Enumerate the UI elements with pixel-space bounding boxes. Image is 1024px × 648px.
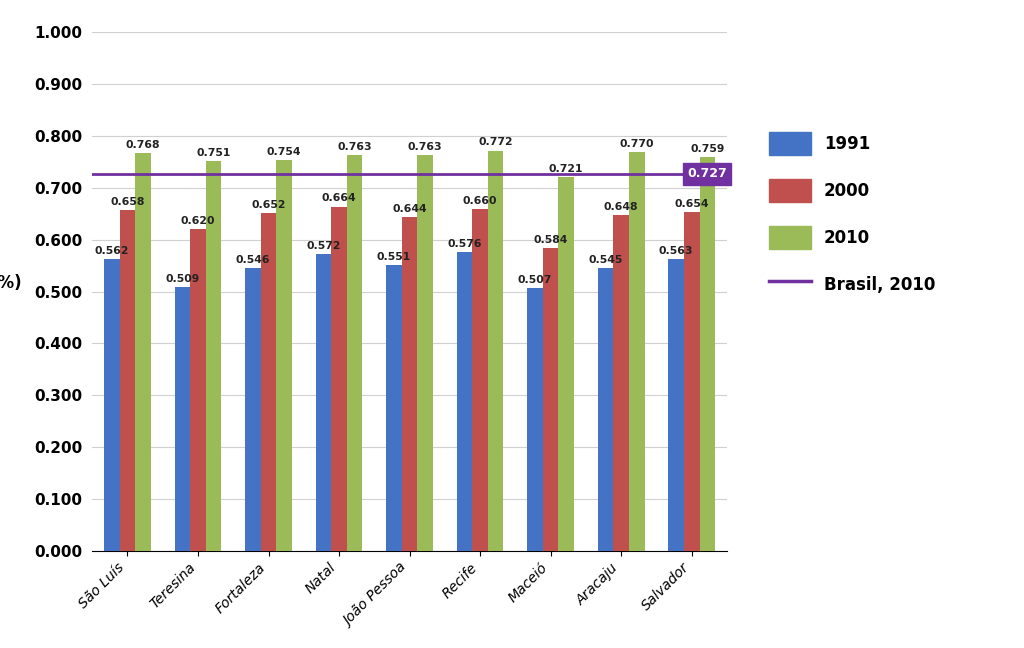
Text: 0.660: 0.660	[463, 196, 498, 205]
Bar	[558, 177, 574, 551]
Bar	[457, 252, 472, 551]
Bar	[190, 229, 206, 551]
Bar	[543, 248, 558, 551]
Text: 0.763: 0.763	[408, 142, 442, 152]
Bar	[315, 254, 332, 551]
Bar	[175, 287, 190, 551]
Bar	[472, 209, 487, 551]
Text: 0.654: 0.654	[675, 199, 709, 209]
Bar	[386, 265, 401, 551]
Bar	[684, 212, 699, 551]
Bar	[629, 152, 644, 551]
Text: 0.509: 0.509	[165, 274, 200, 284]
Text: 0.751: 0.751	[197, 148, 230, 158]
Bar	[699, 157, 715, 551]
Bar	[401, 217, 418, 551]
Text: 0.721: 0.721	[549, 164, 584, 174]
Bar	[669, 259, 684, 551]
Text: 0.664: 0.664	[322, 194, 356, 203]
Text: 0.572: 0.572	[306, 241, 341, 251]
Legend: 1991, 2000, 2010, Brasil, 2010: 1991, 2000, 2010, Brasil, 2010	[761, 123, 944, 305]
Bar	[245, 268, 261, 551]
Text: 0.759: 0.759	[690, 145, 724, 154]
Text: 0.658: 0.658	[111, 196, 144, 207]
Text: 0.562: 0.562	[94, 246, 129, 257]
Bar	[206, 161, 221, 551]
Bar	[418, 156, 433, 551]
Bar	[135, 153, 151, 551]
Bar	[613, 215, 629, 551]
Text: 0.644: 0.644	[392, 204, 427, 214]
Bar	[598, 268, 613, 551]
Text: 0.727: 0.727	[687, 167, 727, 180]
Bar	[527, 288, 543, 551]
Bar	[104, 259, 120, 551]
Text: 0.545: 0.545	[589, 255, 623, 265]
Bar	[276, 160, 292, 551]
Text: 0.763: 0.763	[337, 142, 372, 152]
Text: 0.648: 0.648	[604, 202, 639, 212]
Text: 0.584: 0.584	[534, 235, 568, 245]
Text: 0.576: 0.576	[447, 239, 482, 249]
Bar	[487, 150, 504, 551]
Y-axis label: (%): (%)	[0, 273, 23, 292]
Text: 0.652: 0.652	[251, 200, 286, 210]
Text: 0.507: 0.507	[518, 275, 552, 285]
Text: 0.768: 0.768	[126, 139, 160, 150]
Text: 0.563: 0.563	[659, 246, 693, 256]
Text: 0.770: 0.770	[620, 139, 654, 148]
Text: 0.546: 0.546	[236, 255, 270, 264]
Text: 0.772: 0.772	[478, 137, 513, 148]
Bar	[120, 210, 135, 551]
Bar	[261, 213, 276, 551]
Bar	[332, 207, 347, 551]
Bar	[347, 156, 362, 551]
Text: 0.754: 0.754	[267, 147, 301, 157]
Text: 0.551: 0.551	[377, 252, 412, 262]
Text: 0.620: 0.620	[180, 216, 215, 226]
